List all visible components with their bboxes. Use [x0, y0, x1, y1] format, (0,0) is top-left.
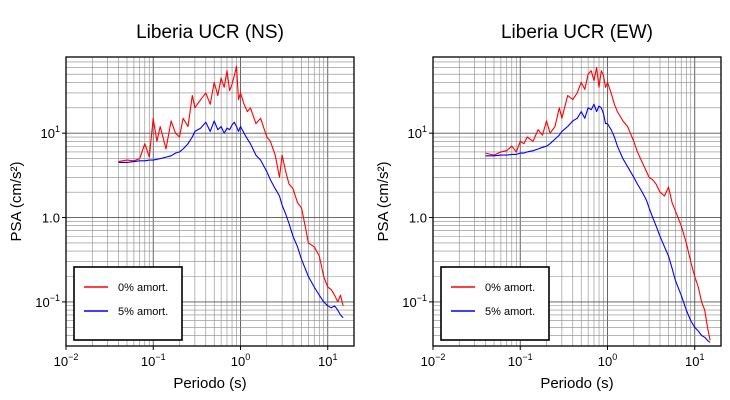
legend-label: 5% amort. [118, 306, 168, 318]
y-tick-label: 10−1 [35, 293, 60, 310]
y-axis-label: PSA (cm/s²) [375, 161, 392, 241]
x-axis-label: Periodo (s) [173, 375, 246, 392]
chart-panel-1: 10−2 10−1 100 101 10−1 1.0 101 Liberia UCR (EW)… [375, 22, 722, 392]
y-tick-label: 1.0 [42, 211, 60, 226]
x-tick-label: 10−2 [54, 352, 79, 369]
legend-box [440, 266, 550, 341]
y-tick-label: 10−1 [402, 293, 427, 310]
x-tick-label: 100 [598, 352, 617, 369]
x-tick-label: 101 [318, 352, 337, 369]
chart-title: Liberia UCR (NS) [136, 22, 284, 43]
legend-label: 5% amort. [485, 306, 535, 318]
legend-box [73, 266, 183, 341]
x-tick-label: 10−1 [141, 352, 166, 369]
legend: 0% amort. 5% amort. [73, 266, 183, 341]
plot-frame [432, 56, 722, 347]
x-tick-label: 10−1 [508, 352, 533, 369]
x-tick-label: 101 [685, 352, 704, 369]
x-tick-label: 10−2 [421, 352, 446, 369]
legend-label: 0% amort. [118, 282, 168, 294]
series-line-1 [118, 120, 344, 319]
legend-label: 0% amort. [485, 282, 535, 294]
y-tick-label: 1.0 [409, 211, 427, 226]
chart-panel-0: 10−2 10−1 100 101 10−1 1.0 101 Liberia UCR (NS)… [8, 22, 355, 392]
plot-frame [65, 56, 355, 347]
series-line-0 [485, 66, 711, 341]
series-line-1 [485, 103, 711, 343]
x-tick-label: 100 [231, 352, 250, 369]
x-axis-label: Periodo (s) [540, 375, 613, 392]
series-line-0 [118, 65, 344, 306]
y-tick-label: 101 [408, 124, 427, 141]
legend: 0% amort. 5% amort. [440, 266, 550, 341]
chart-title: Liberia UCR (EW) [501, 22, 653, 43]
y-axis-label: PSA (cm/s²) [8, 161, 25, 241]
y-tick-label: 101 [41, 124, 60, 141]
